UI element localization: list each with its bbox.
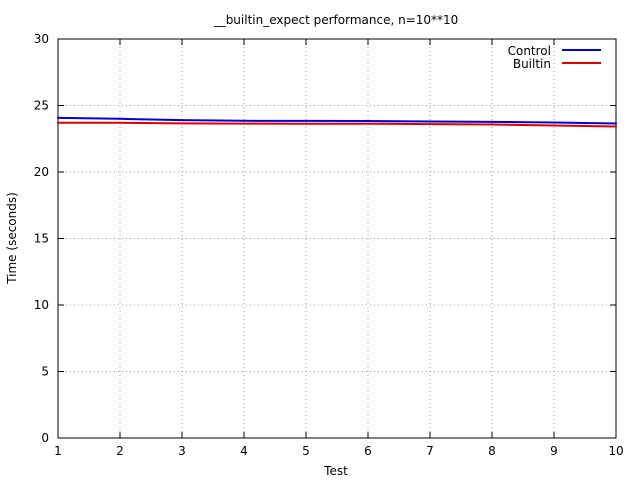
data-point-builtin — [491, 123, 493, 126]
data-point-builtin — [305, 122, 307, 125]
y-tick-label: 30 — [34, 32, 49, 46]
x-tick-labels: 1 2 3 4 5 6 7 8 9 10 — [54, 444, 623, 458]
x-tick-label: 6 — [364, 444, 372, 458]
data-point-control — [119, 117, 121, 120]
x-tick-label: 7 — [426, 444, 434, 458]
series-line-control — [57, 116, 617, 125]
legend: Control Builtin — [508, 44, 601, 71]
x-tick-label: 1 — [54, 444, 62, 458]
data-point-builtin — [57, 121, 59, 124]
data-point-builtin — [243, 122, 245, 125]
x-tick-label: 3 — [178, 444, 186, 458]
series-layer — [57, 116, 617, 128]
plot-frame — [57, 38, 617, 439]
data-point-builtin — [181, 122, 183, 125]
data-point-control — [491, 120, 493, 123]
x-tick-label: 9 — [550, 444, 558, 458]
series-line-builtin — [57, 121, 617, 128]
data-point-control — [615, 122, 617, 125]
y-tick-labels: 0 5 10 15 20 25 30 — [34, 32, 49, 445]
legend-label-control: Control — [508, 44, 551, 58]
data-point-control — [367, 120, 369, 123]
axis-ticks — [57, 38, 617, 439]
data-point-builtin — [119, 121, 121, 124]
data-point-control — [305, 119, 307, 122]
data-point-control — [553, 121, 555, 124]
y-tick-label: 5 — [41, 365, 49, 379]
y-tick-label: 10 — [34, 298, 49, 312]
data-point-control — [57, 116, 59, 119]
chart-title: __builtin_expect performance, n=10**10 — [213, 13, 459, 27]
data-point-builtin — [615, 125, 617, 128]
y-tick-label: 25 — [34, 99, 49, 113]
x-tick-label: 5 — [302, 444, 310, 458]
x-tick-label: 8 — [488, 444, 496, 458]
data-point-control — [429, 120, 431, 123]
y-axis-label: Time (seconds) — [5, 192, 19, 285]
x-axis-label: Test — [323, 464, 348, 478]
data-point-builtin — [367, 122, 369, 125]
x-tick-label: 2 — [116, 444, 124, 458]
legend-label-builtin: Builtin — [513, 57, 551, 71]
data-point-builtin — [429, 123, 431, 126]
x-tick-label: 10 — [608, 444, 623, 458]
data-point-control — [243, 119, 245, 122]
y-tick-label: 15 — [34, 232, 49, 246]
grid-lines — [58, 39, 616, 438]
x-tick-label: 4 — [240, 444, 248, 458]
y-tick-label: 0 — [41, 431, 49, 445]
y-tick-label: 20 — [34, 165, 49, 179]
data-point-builtin — [553, 124, 555, 127]
data-point-control — [181, 119, 183, 122]
